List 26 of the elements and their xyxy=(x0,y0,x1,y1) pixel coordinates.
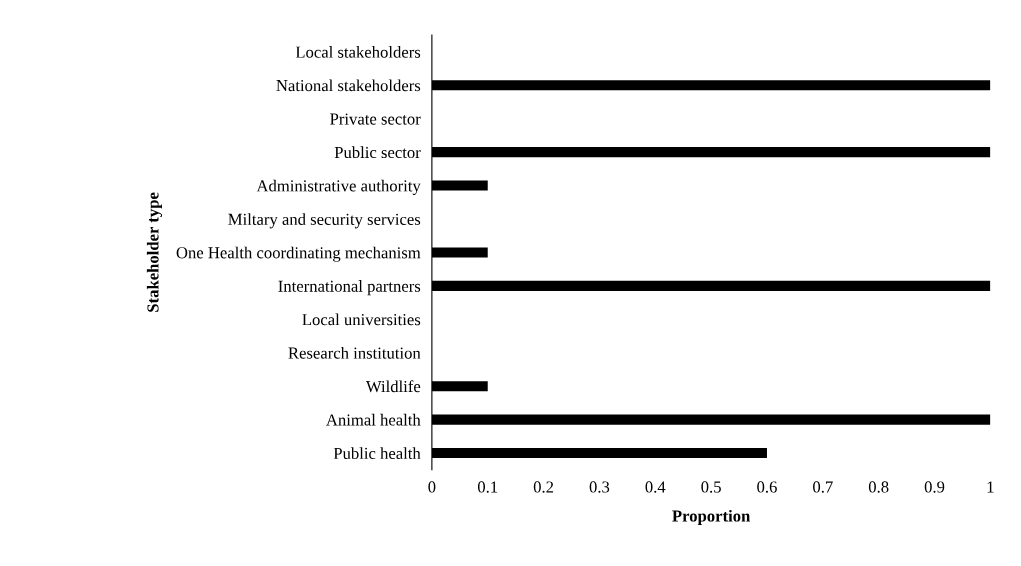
y-tick-label: International partners xyxy=(278,280,421,296)
y-tick-label: Private sector xyxy=(330,113,421,125)
x-tick-label: 0 xyxy=(428,481,436,493)
y-tick-label: Research institution xyxy=(288,346,421,359)
y-tick-label: Local stakeholders xyxy=(295,46,421,58)
y-tick-label: Public health xyxy=(333,447,421,460)
x-tick-label: 0.3 xyxy=(589,481,610,493)
x-tick-label: 0.2 xyxy=(533,481,554,493)
x-tick-label: 0.9 xyxy=(924,481,945,493)
y-tick-label: Local universities xyxy=(302,313,421,326)
x-tick-label: 0.4 xyxy=(645,481,666,493)
y-axis-title: Stakeholder type xyxy=(146,192,163,312)
y-tick-label: Miltary and security services xyxy=(228,213,421,229)
x-tick-label: 1 xyxy=(987,481,994,493)
y-tick-label: Animal health xyxy=(326,413,421,426)
x-tick-label: 0.6 xyxy=(757,481,777,493)
x-axis-title: Proportion xyxy=(672,509,751,526)
y-tick-label: One Health coordinating mechanism xyxy=(176,246,421,262)
x-tick-label: 0.8 xyxy=(868,481,889,493)
x-tick-label: 0.7 xyxy=(813,481,833,493)
x-tick-label: 0.5 xyxy=(701,481,721,493)
y-tick-label: Administrative authority xyxy=(256,179,421,195)
y-tick-label: Wildlife xyxy=(365,380,421,393)
y-tick-label: Public sector xyxy=(334,146,421,159)
x-tick-label: 0.1 xyxy=(477,481,498,493)
y-tick-label: National stakeholders xyxy=(276,79,421,92)
